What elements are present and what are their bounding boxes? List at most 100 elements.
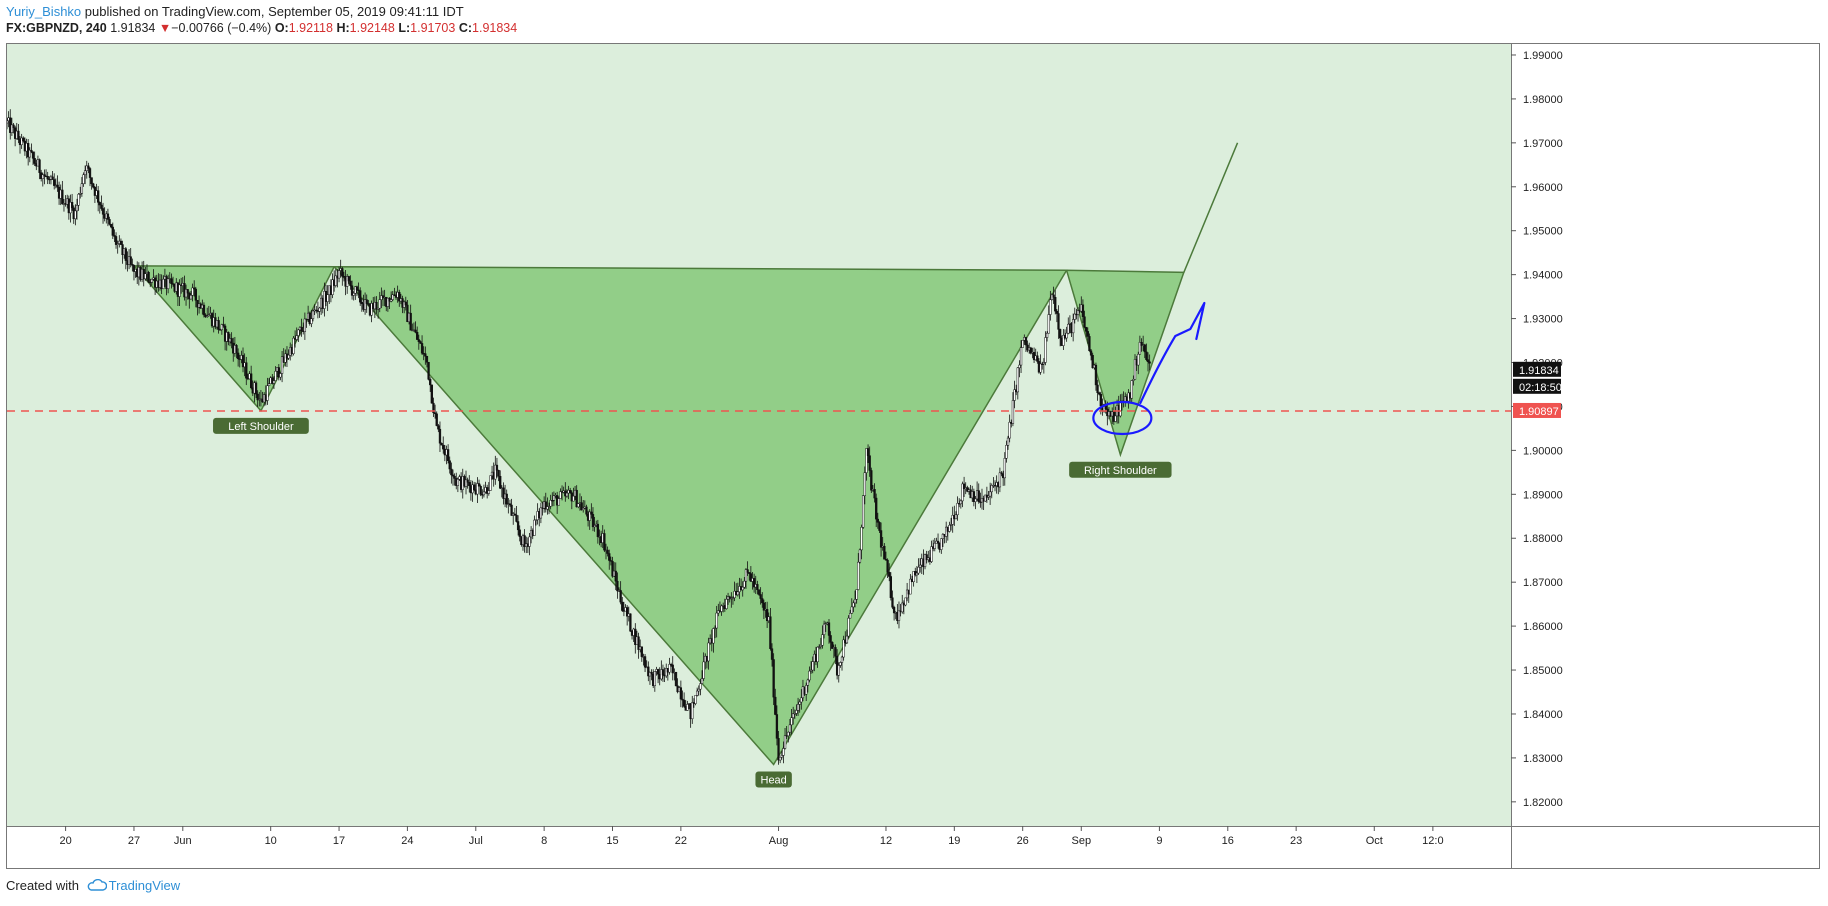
candle-body	[440, 442, 443, 446]
candle-body	[777, 738, 780, 761]
candle-body	[508, 503, 512, 506]
candle-body	[194, 288, 197, 301]
time-tick-label: 17	[333, 835, 345, 847]
candle-body	[90, 177, 93, 185]
candle-body	[487, 490, 490, 494]
chart-frame[interactable]: 1.99000 1.98000 1.97000 1.96000 1.95000 1.940…	[6, 43, 1820, 869]
candle-body	[79, 193, 82, 195]
candle-body	[131, 264, 134, 266]
candle-body	[852, 602, 855, 608]
candle-body	[879, 530, 883, 548]
price-tick-label: 1.96000	[1523, 182, 1563, 194]
price-tick-label: 1.99000	[1523, 50, 1563, 62]
candle-body	[839, 662, 842, 666]
candle-body	[1011, 400, 1015, 424]
candle-body	[752, 578, 756, 588]
candle-body	[888, 571, 891, 577]
candle-body	[236, 352, 240, 360]
candle-body	[1094, 364, 1098, 386]
candle-body	[334, 275, 337, 286]
high-label: H:	[336, 21, 350, 35]
candle-body	[909, 578, 912, 595]
target-projection-line	[1183, 142, 1239, 273]
candle-body	[1148, 361, 1151, 364]
candle-body	[357, 289, 360, 291]
candle-body	[679, 687, 683, 700]
candle-body	[1058, 329, 1062, 339]
candle-body	[925, 554, 928, 561]
last-price-badge	[1513, 361, 1561, 377]
candle-body	[505, 493, 508, 505]
candle-body	[720, 605, 723, 612]
candle-body	[119, 240, 123, 245]
candle-body	[1073, 313, 1076, 320]
candle-body	[842, 639, 845, 658]
candle-body	[80, 183, 84, 194]
candle-body	[858, 549, 862, 563]
candle-body	[417, 339, 420, 342]
candle-body	[707, 642, 710, 662]
candle-body	[393, 294, 396, 296]
head-label-bg	[755, 771, 792, 788]
price-chart[interactable]: 1.99000 1.98000 1.97000 1.96000 1.95000 1.940…	[7, 44, 1819, 868]
candle-body	[114, 236, 118, 245]
candle-body	[818, 646, 821, 648]
candle-body	[774, 696, 777, 715]
candle-body	[878, 522, 881, 531]
candle-body	[695, 690, 699, 696]
candle-body	[775, 714, 779, 739]
candle-body	[544, 501, 547, 510]
candle-body	[370, 303, 373, 316]
candle-body	[681, 698, 684, 701]
candle-body	[759, 594, 762, 599]
candle-body	[1041, 363, 1044, 365]
tradingview-brand-link[interactable]: TradingView	[108, 878, 181, 893]
candle-body	[191, 287, 194, 296]
candle-body	[113, 235, 116, 237]
time-axis[interactable]	[7, 826, 1511, 868]
candle-body	[853, 599, 857, 604]
candlestick-series[interactable]	[7, 109, 1151, 765]
candle-body	[889, 576, 892, 599]
candle-body	[1130, 380, 1133, 399]
candle-body	[1018, 364, 1021, 369]
candle-body	[499, 475, 502, 489]
candle-body	[682, 699, 686, 707]
left-shoulder-label: Left Shoulder	[228, 421, 294, 433]
price-axis[interactable]	[1511, 44, 1819, 868]
candle-body	[805, 685, 808, 695]
candle-body	[220, 324, 224, 331]
created-with-text: Created with	[6, 878, 79, 893]
author-link[interactable]: Yuriy_Bishko	[6, 4, 82, 19]
candle-body	[577, 503, 580, 508]
candle-body	[97, 190, 100, 203]
candle-body	[331, 279, 334, 295]
candle-body	[744, 569, 748, 582]
candle-body	[419, 341, 422, 344]
candle-body	[984, 494, 987, 502]
candle-body	[609, 560, 613, 562]
head-label: Head	[761, 774, 787, 786]
candle-body	[77, 193, 80, 206]
candle-body	[977, 490, 980, 503]
candle-body	[98, 202, 101, 206]
candle-body	[741, 586, 744, 591]
candle-body	[611, 560, 614, 577]
symbol-info: FX:GBPNZD, 240 1.91834 ▼−0.00766 (−0.4%)…	[6, 21, 517, 35]
candle-body	[88, 168, 92, 178]
candle-body	[962, 483, 966, 490]
candle-body	[108, 219, 111, 225]
candle-body	[453, 475, 456, 479]
candle-body	[456, 479, 460, 486]
candle-body	[621, 601, 624, 611]
candle-body	[901, 602, 904, 613]
low-value: 1.91703	[410, 21, 456, 35]
candle-body	[783, 735, 787, 749]
candle-body	[502, 487, 505, 499]
high-value: 1.92148	[349, 21, 395, 35]
candle-body	[1099, 393, 1102, 407]
candle-body	[1044, 337, 1047, 363]
candle-body	[391, 294, 394, 300]
last-price: 1.91834	[110, 21, 156, 35]
candle-body	[416, 331, 419, 340]
